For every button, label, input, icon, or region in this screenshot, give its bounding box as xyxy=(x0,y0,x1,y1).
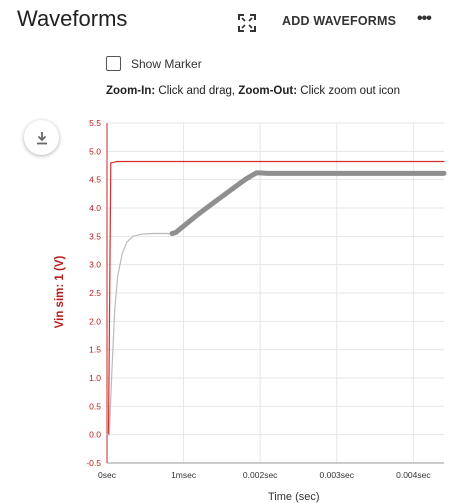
series-line-3 xyxy=(169,170,447,236)
y-tick-label: 1.5 xyxy=(89,345,101,355)
y-tick-label: 4.0 xyxy=(89,203,101,213)
zoom-hint: Zoom-In: Click and drag, Zoom-Out: Click… xyxy=(106,85,400,97)
add-waveforms-button[interactable]: ADD WAVEFORMS xyxy=(282,14,397,28)
y-tick-label: 5.5 xyxy=(89,118,101,128)
x-tick-label: 0.003sec xyxy=(320,470,355,480)
show-marker-label: Show Marker xyxy=(131,56,202,71)
show-marker-toggle[interactable]: Show Marker xyxy=(106,56,202,71)
x-tick-label: 0.002sec xyxy=(243,470,278,480)
x-tick-label: 1msec xyxy=(171,470,197,480)
x-axis-label: Time (sec) xyxy=(268,491,320,503)
series-line-1 xyxy=(106,160,445,436)
show-marker-checkbox[interactable] xyxy=(106,56,121,71)
zoom-out-text: Click zoom out icon xyxy=(297,85,400,97)
y-tick-label: 2.0 xyxy=(89,316,101,326)
y-tick-label: 0.5 xyxy=(89,401,101,411)
x-tick-label: 0sec xyxy=(98,470,117,480)
page-title: Waveforms xyxy=(17,6,128,31)
y-tick-label: -0.5 xyxy=(86,458,101,468)
series-line-2 xyxy=(106,232,173,436)
y-tick-label: 3.0 xyxy=(89,260,101,270)
zoom-out-label: Zoom-Out: xyxy=(238,85,298,97)
y-axis-label: Vin sim: 1 (V) xyxy=(54,255,66,329)
y-tick-label: 3.5 xyxy=(89,231,101,241)
y-tick-label: 2.5 xyxy=(89,288,101,298)
zoom-in-label: Zoom-In: xyxy=(106,85,156,97)
more-options-icon[interactable]: ••• xyxy=(417,10,432,27)
zoom-in-text: Click and drag, xyxy=(155,85,239,97)
y-tick-label: 4.5 xyxy=(89,175,101,185)
y-tick-label: 5.0 xyxy=(89,146,101,156)
y-tick-label: 1.0 xyxy=(89,373,101,383)
download-button[interactable] xyxy=(24,120,59,155)
fullscreen-icon[interactable] xyxy=(237,13,257,33)
x-tick-label: 0.004sec xyxy=(396,470,431,480)
y-tick-label: 0.0 xyxy=(89,430,101,440)
download-icon xyxy=(36,131,47,144)
